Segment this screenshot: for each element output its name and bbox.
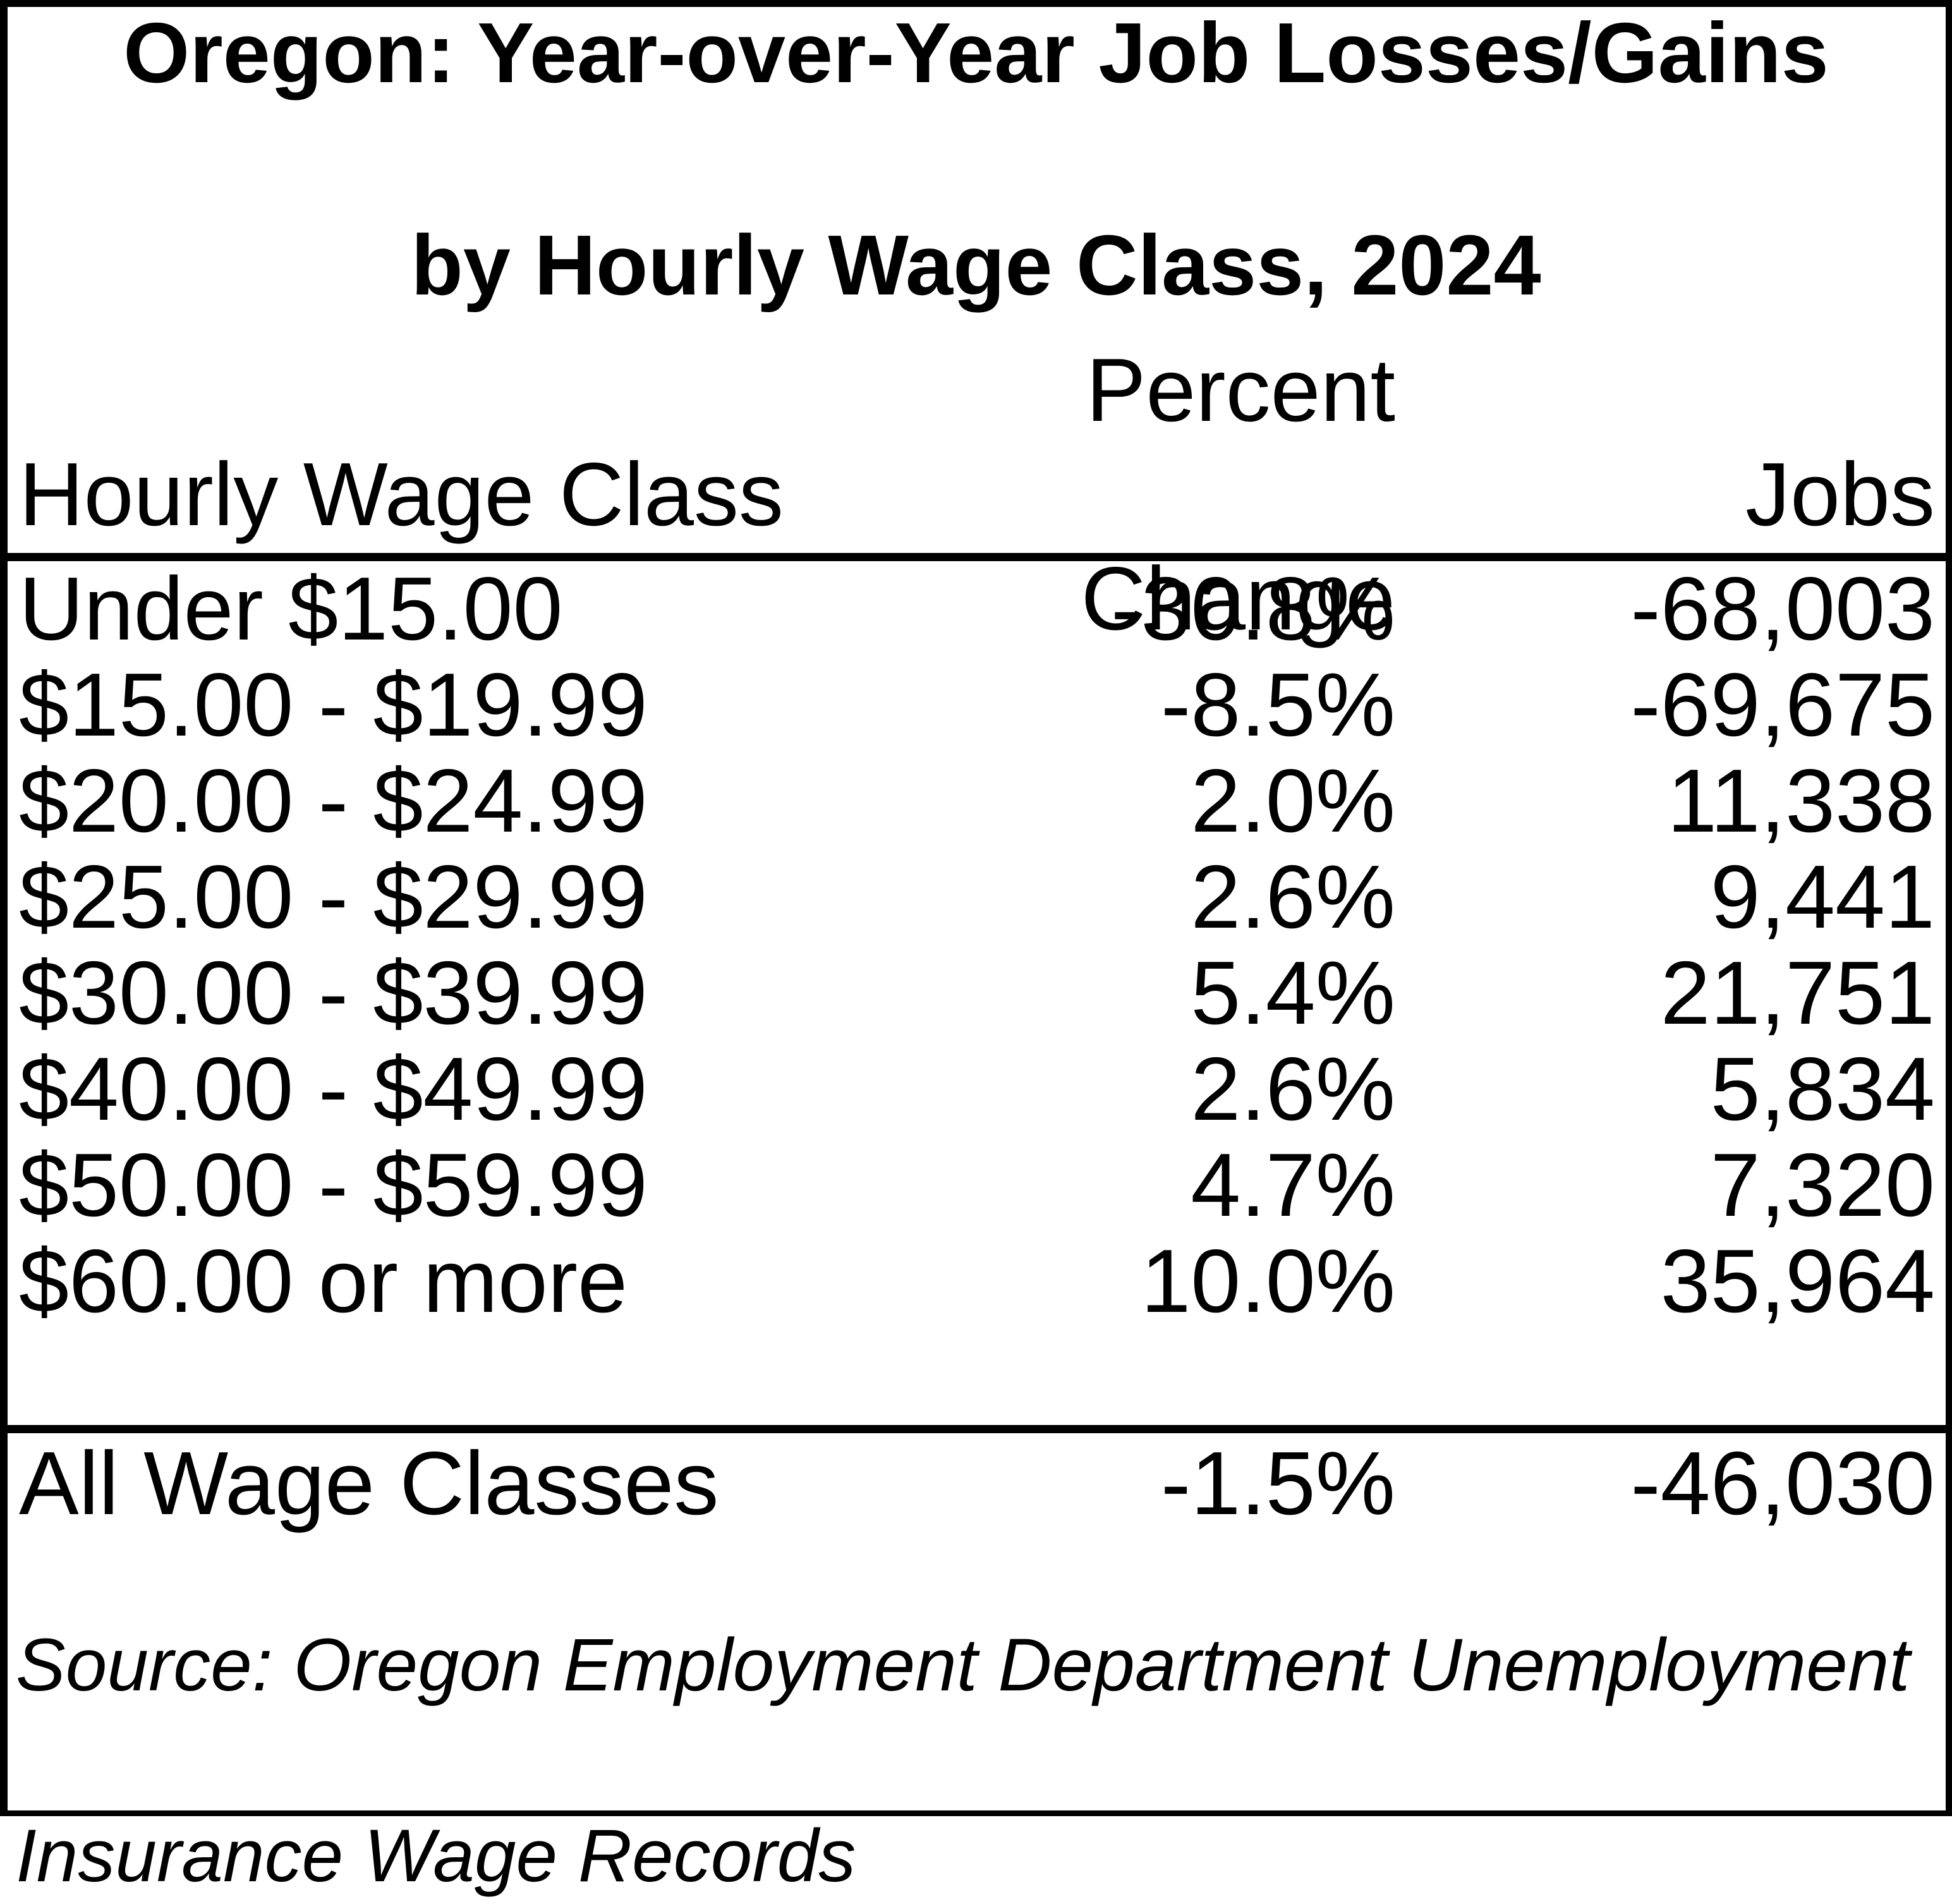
- percent-change-cell: 4.7%: [1191, 1135, 1395, 1235]
- jobs-cell: 5,834: [1710, 1039, 1935, 1139]
- wage-class-cell: $40.00 - $49.99: [19, 1039, 648, 1139]
- total-percent-change-cell: -1.5%: [1161, 1433, 1395, 1534]
- table-title-line2: by Hourly Wage Class, 2024: [411, 217, 1541, 313]
- source-note-line1: Source: Oregon Employment Department Une…: [16, 1623, 1910, 1707]
- jobs-cell: 9,441: [1710, 847, 1935, 947]
- wage-class-cell: $30.00 - $39.99: [19, 943, 648, 1043]
- column-header-jobs: Jobs: [1745, 444, 1935, 545]
- percent-change-cell: 2.0%: [1191, 751, 1395, 851]
- total-divider-rule: [8, 1425, 1946, 1433]
- percent-change-cell: 10.0%: [1141, 1231, 1395, 1331]
- table-row: $60.00 or more 10.0% 35,964: [19, 1234, 1935, 1330]
- percent-change-cell: 5.4%: [1191, 943, 1395, 1043]
- table-row: $40.00 - $49.99 2.6% 5,834: [19, 1041, 1935, 1137]
- column-header-wage-class: Hourly Wage Class: [19, 444, 784, 545]
- table-title-line1: Oregon: Year-over-Year Job Losses/Gains: [123, 5, 1829, 100]
- table-title: Oregon: Year-over-Year Job Losses/Gains …: [0, 0, 1952, 318]
- table-row: Under $15.00 -30.8% -68,003: [19, 561, 1935, 657]
- header-divider-rule: [8, 553, 1946, 561]
- total-jobs-cell: -46,030: [1630, 1433, 1935, 1534]
- percent-change-cell: 2.6%: [1191, 847, 1395, 947]
- column-header-percent-line2: Change: [1081, 549, 1395, 649]
- wage-class-cell: $50.00 - $59.99: [19, 1135, 648, 1235]
- jobs-cell: 21,751: [1660, 943, 1935, 1043]
- table-row: $20.00 - $24.99 2.0% 11,338: [19, 753, 1935, 849]
- jobs-cell: 35,964: [1660, 1231, 1935, 1331]
- column-header-percent-change: Percent Change: [1081, 338, 1395, 651]
- percent-change-cell: -8.5%: [1161, 655, 1395, 755]
- table-body: Under $15.00 -30.8% -68,003 $15.00 - $19…: [19, 561, 1935, 1330]
- table-row: $15.00 - $19.99 -8.5% -69,675: [19, 657, 1935, 753]
- wage-class-cell: $25.00 - $29.99: [19, 847, 648, 947]
- jobs-cell: -69,675: [1630, 655, 1935, 755]
- source-note-line2: Insurance Wage Records: [16, 1814, 856, 1898]
- jobs-cell: 11,338: [1667, 751, 1935, 851]
- table-row: $25.00 - $29.99 2.6% 9,441: [19, 849, 1935, 945]
- jobs-cell: 7,320: [1710, 1135, 1935, 1235]
- wage-class-cell: $15.00 - $19.99: [19, 655, 648, 755]
- table-row: $30.00 - $39.99 5.4% 21,751: [19, 945, 1935, 1041]
- wage-class-cell: $60.00 or more: [19, 1231, 628, 1331]
- column-header-percent-line1: Percent: [1086, 340, 1395, 440]
- wage-class-cell: Under $15.00: [19, 559, 563, 659]
- percent-change-cell: 2.6%: [1191, 1039, 1395, 1139]
- percent-change-cell: -30.8%: [1111, 559, 1395, 659]
- total-wage-class-cell: All Wage Classes: [19, 1433, 719, 1534]
- total-row: All Wage Classes -1.5% -46,030: [19, 1433, 1935, 1534]
- wage-class-cell: $20.00 - $24.99: [19, 751, 648, 851]
- jobs-cell: -68,003: [1630, 559, 1935, 659]
- source-note: Source: Oregon Employment Department Une…: [16, 1618, 1939, 1904]
- table-row: $50.00 - $59.99 4.7% 7,320: [19, 1137, 1935, 1234]
